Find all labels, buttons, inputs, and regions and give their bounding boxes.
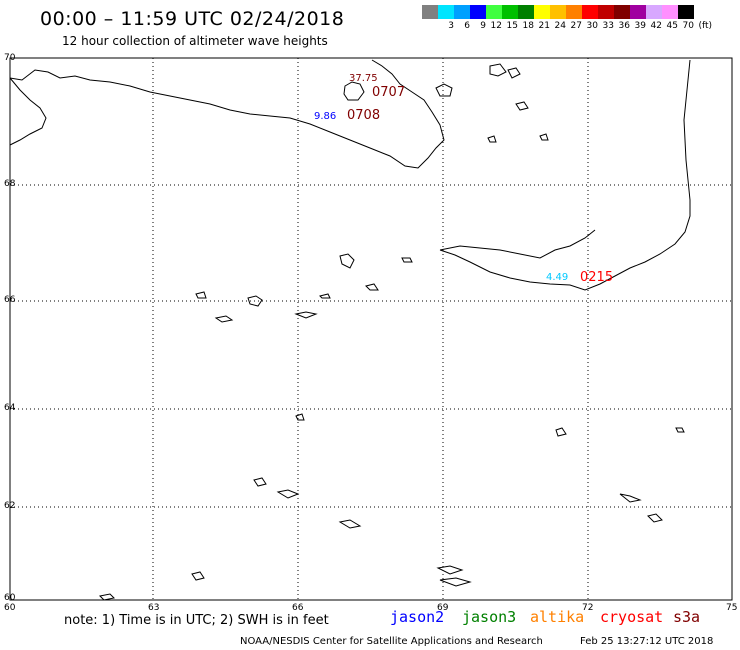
scale-swatch [454, 5, 470, 19]
sat-cryosat: cryosat [600, 608, 664, 626]
scale-swatch [502, 5, 518, 19]
map-title: 00:00 – 11:59 UTC 02/24/2018 [40, 8, 345, 30]
scale-swatch [438, 5, 454, 19]
lat-label: 68 [4, 179, 16, 189]
swh-label: 37.75 [349, 73, 378, 84]
scale-swatch [598, 5, 614, 19]
lon-label: 75 [726, 603, 737, 613]
scale-level-label: 24 [554, 21, 566, 31]
sat-s3a: s3a [673, 608, 701, 626]
scale-level-label: 6 [464, 21, 470, 31]
swh-label: 4.49 [546, 272, 568, 283]
obs-time-label: 0707 [372, 85, 405, 100]
scale-level-label: 18 [522, 21, 534, 31]
sat-jason2: jason2 [390, 608, 445, 626]
scale-level-label: 30 [586, 21, 598, 31]
lon-label: 69 [437, 603, 449, 613]
obs-time-label: 0708 [347, 108, 380, 123]
grid-lines [10, 58, 732, 600]
scale-swatch [630, 5, 646, 19]
lon-label: 60 [4, 603, 16, 613]
scale-swatch [566, 5, 582, 19]
sat-jason3: jason3 [462, 608, 517, 626]
scale-swatch [662, 5, 678, 19]
scale-level-label: 45 [666, 21, 678, 31]
scale-swatch [422, 5, 438, 19]
scale-swatch [678, 5, 694, 19]
lon-label: 66 [292, 603, 304, 613]
scale-swatch [534, 5, 550, 19]
scale-swatch [582, 5, 598, 19]
scale-swatch [518, 5, 534, 19]
lat-label: 66 [4, 295, 16, 305]
footer-note: note: 1) Time is in UTC; 2) SWH is in fe… [64, 613, 329, 628]
scale-level-label: 12 [490, 21, 502, 31]
map-subtitle: 12 hour collection of altimeter wave hei… [62, 34, 328, 48]
scale-level-label: 70 [682, 21, 694, 31]
scale-level-label: 15 [506, 21, 518, 31]
obs-time-label: 0215 [580, 270, 613, 285]
swh-color-scale: 3 6 9 12 15 18 21 24 27 30 33 36 39 42 45 70 (ft) [422, 5, 712, 31]
lat-label: 64 [4, 403, 16, 413]
scale-level-label: 9 [480, 21, 486, 31]
scale-level-label: 36 [618, 21, 630, 31]
swh-label: 9.86 [314, 111, 336, 122]
scale-level-label: 27 [570, 21, 582, 31]
scale-level-label: 3 [448, 21, 454, 31]
scale-swatch [646, 5, 662, 19]
scale-level-label: 33 [602, 21, 614, 31]
lat-label: 62 [4, 501, 15, 511]
lat-label: 60 [4, 593, 16, 603]
lon-label: 72 [582, 603, 593, 613]
scale-unit: (ft) [698, 21, 712, 31]
lat-label: 70 [4, 53, 16, 63]
scale-level-label: 42 [650, 21, 662, 31]
scale-swatch [470, 5, 486, 19]
sat-altika: altika [530, 608, 585, 626]
credit: NOAA/NESDIS Center for Satellite Applica… [240, 636, 543, 647]
scale-swatch [550, 5, 566, 19]
scale-swatch [486, 5, 502, 19]
scale-swatch [614, 5, 630, 19]
coastline [9, 59, 691, 601]
generated-time: Feb 25 13:27:12 UTC 2018 [580, 636, 714, 647]
scale-level-label: 21 [538, 21, 550, 31]
lon-label: 63 [148, 603, 159, 613]
scale-level-label: 39 [634, 21, 646, 31]
